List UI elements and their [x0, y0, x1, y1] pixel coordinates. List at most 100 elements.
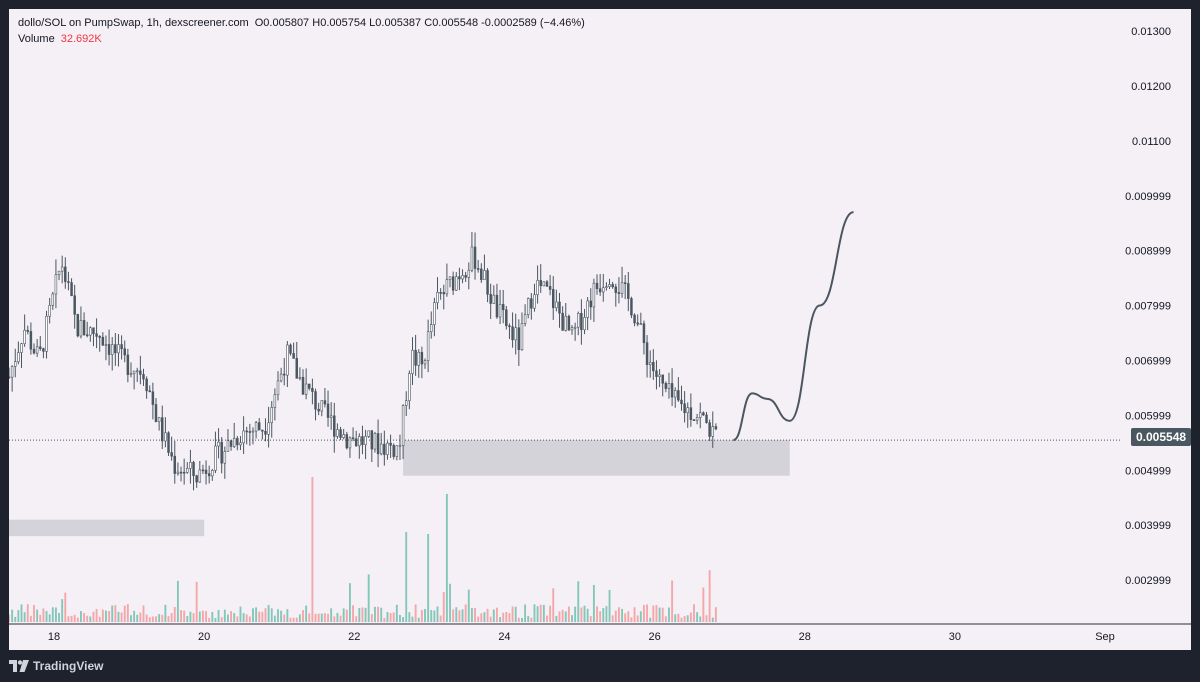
volume-bar [95, 609, 98, 622]
volume-bar [502, 612, 505, 622]
candle-body [14, 361, 17, 367]
candle-body [295, 358, 298, 379]
volume-bar [133, 610, 136, 622]
candle-body [54, 274, 58, 295]
candle-body [20, 343, 23, 353]
candle-body [79, 320, 83, 337]
candle-body [161, 417, 164, 442]
candle-body [317, 408, 320, 412]
candle-body [257, 422, 261, 431]
volume-value: 32.692K [60, 33, 102, 45]
volume-bar [452, 609, 455, 622]
candle-body [333, 415, 336, 437]
candle-body [236, 438, 239, 446]
volume-bar [380, 607, 383, 622]
candle-body [214, 445, 217, 471]
candle-body [370, 430, 374, 450]
candle-body [339, 429, 342, 438]
candle-body [492, 294, 496, 304]
last-price-tag: 0.005548 [1131, 428, 1192, 446]
volume-bar [317, 613, 320, 622]
volume-bar [617, 607, 620, 622]
volume-bar [549, 605, 552, 622]
volume-bar [671, 580, 674, 622]
candle-body [201, 469, 205, 472]
y-tick-label: 0.004999 [1125, 465, 1171, 477]
open-label: O [254, 17, 264, 29]
volume-bar [521, 617, 523, 622]
volume-bar [311, 477, 314, 622]
volume-bar [699, 616, 702, 622]
candle-body [708, 422, 711, 437]
tradingview-logo[interactable]: TradingView [9, 659, 103, 673]
volume-bar [605, 606, 608, 622]
volume-bar [420, 610, 423, 622]
candle-body [545, 281, 549, 287]
candle-body [483, 270, 486, 281]
volume-bar [517, 617, 520, 622]
candle-body [389, 442, 392, 446]
volume-bar [586, 608, 589, 622]
brand-label: TradingView [33, 659, 104, 673]
candle-body [661, 374, 664, 384]
candle-body [9, 376, 11, 379]
x-tick-label: 24 [498, 631, 510, 643]
high-label: H [312, 17, 321, 29]
candle-body [667, 383, 671, 389]
candle-body [145, 378, 148, 392]
candle-body [373, 433, 377, 450]
volume-bar [258, 611, 261, 622]
volume-bar [136, 614, 139, 622]
candle-body [323, 400, 327, 405]
chart-area[interactable]: 0.01300 0.01200 0.01100 0.009999 0.008999 0.0… [9, 9, 1192, 650]
volume-bar [298, 614, 301, 622]
volume-bar [633, 607, 636, 622]
candle-body [173, 455, 177, 474]
volume-bar [646, 604, 649, 622]
candle-body [680, 399, 683, 405]
volume-bar [48, 614, 51, 622]
volume-bar [702, 587, 705, 622]
volume-bar [248, 616, 251, 622]
candle-body [495, 294, 499, 318]
candle-body [110, 344, 114, 355]
candle-body [486, 270, 489, 295]
candle-body [379, 443, 383, 455]
volume-bar [261, 611, 264, 622]
candle-body [411, 349, 414, 374]
candle-body [686, 407, 689, 414]
high-value: 0.005754 [320, 17, 367, 29]
candle-body [664, 382, 668, 389]
candle-body [245, 430, 248, 433]
volume-bar [236, 616, 239, 622]
candle-body [473, 246, 477, 269]
candle-body [552, 289, 555, 309]
volume-bar [142, 605, 145, 622]
volume-bar [20, 604, 23, 622]
volume-bar [11, 609, 14, 622]
volume-bar [527, 615, 530, 622]
candle-body [298, 377, 302, 379]
volume-bar [508, 613, 511, 622]
volume-bar [227, 614, 229, 622]
candle-body [645, 342, 649, 366]
volume-bar [183, 610, 186, 622]
volume-bar [33, 605, 35, 622]
volume-bar [36, 609, 39, 622]
price-chart[interactable]: 0.01300 0.01200 0.01100 0.009999 0.008999 0.0… [9, 9, 1191, 650]
volume-bar [392, 612, 395, 622]
candle-body [464, 275, 467, 278]
y-tick-label: 0.006999 [1125, 355, 1171, 367]
volume-bar [330, 608, 333, 622]
candle-body [232, 438, 236, 447]
projection-curve [732, 211, 854, 442]
volume-bar [208, 617, 211, 622]
volume-bar [408, 612, 411, 622]
candle-body [123, 348, 126, 356]
volume-bar [292, 617, 295, 622]
candle-body [104, 344, 108, 346]
volume-bar [289, 617, 292, 622]
candle-body [648, 361, 652, 366]
volume-bar [277, 609, 279, 622]
volume-bar [17, 610, 20, 622]
